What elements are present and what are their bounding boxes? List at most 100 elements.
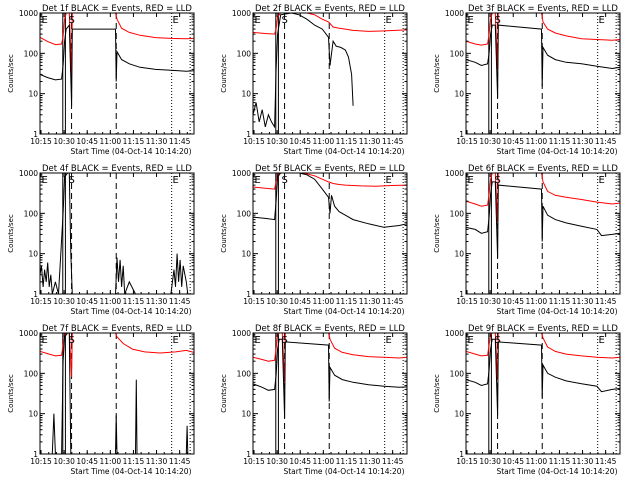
x-tick-label: 11:00 (526, 297, 548, 306)
y-tick-label: 10 (241, 90, 251, 99)
detector-panel-4: Det 4f BLACK = Events, RED = LLD Counts/s… (7, 164, 195, 316)
x-tick-label: 11:30 (146, 297, 168, 306)
series-line-events (466, 338, 620, 416)
y-tick-label: 10 (454, 90, 464, 99)
y-tick-label: 1000 (445, 9, 464, 18)
series-line-events (40, 23, 194, 106)
y-tick-label: 100 (24, 369, 39, 378)
panel-title: Det 4f BLACK = Events, RED = LLD (42, 164, 192, 174)
x-tick-label: 11:00 (526, 457, 548, 466)
x-tick-label: 11:45 (595, 457, 617, 466)
panel-title: Det 8f BLACK = Events, RED = LLD (255, 324, 405, 334)
x-tick-label: 10:45 (502, 457, 524, 466)
x-tick-label: 11:45 (169, 457, 191, 466)
x-tick-label: 10:45 (289, 297, 311, 306)
plot-area (253, 173, 407, 294)
plot-frame (465, 12, 621, 135)
region-marker: S (281, 15, 287, 26)
region-marker: E (385, 175, 391, 186)
region-marker: E (598, 175, 604, 186)
x-tick-label: 10:45 (502, 137, 524, 146)
x-tick-label: 10:15 (456, 137, 478, 146)
series-line-lld (253, 173, 407, 190)
y-tick-label: 100 (450, 49, 465, 58)
detector-panel-1: Det 1f BLACK = Events, RED = LLD Counts/s… (7, 4, 195, 156)
x-tick-label: 11:30 (146, 137, 168, 146)
region-marker: S (281, 335, 287, 346)
x-tick-label: 11:00 (526, 137, 548, 146)
y-tick-label: 1000 (232, 169, 251, 178)
region-marker: S (281, 175, 287, 186)
plot-area (253, 333, 407, 454)
y-axis-label: Counts/sec (220, 374, 228, 413)
plot-area (466, 333, 620, 454)
y-tick-label: 10 (454, 410, 464, 419)
region-marker: E (385, 335, 391, 346)
x-tick-label: 11:45 (595, 297, 617, 306)
x-tick-label: 11:15 (549, 137, 571, 146)
y-tick-label: 1000 (445, 329, 464, 338)
x-tick-label: 10:30 (266, 297, 288, 306)
x-axis-label: Start Time (04-Oct-14 10:14:20) (496, 467, 617, 476)
y-axis-label: Counts/sec (433, 374, 441, 413)
region-marker: E (255, 335, 261, 346)
series-line-events (253, 338, 407, 418)
y-tick-label: 10 (28, 250, 38, 259)
y-tick-label: 100 (237, 49, 252, 58)
y-tick-label: 100 (24, 209, 39, 218)
y-axis-label: Counts/sec (433, 214, 441, 253)
x-tick-label: 10:15 (456, 297, 478, 306)
series-line-lld (466, 13, 620, 70)
y-tick-label: 1 (246, 130, 251, 139)
y-tick-label: 100 (450, 369, 465, 378)
x-axis-label: Start Time (04-Oct-14 10:14:20) (283, 307, 404, 316)
x-tick-label: 10:30 (479, 457, 501, 466)
panel-title: Det 2f BLACK = Events, RED = LLD (255, 4, 405, 14)
y-tick-label: 100 (237, 369, 252, 378)
y-tick-label: 1 (246, 450, 251, 459)
region-marker: E (172, 335, 178, 346)
x-tick-label: 11:30 (572, 457, 594, 466)
x-tick-label: 10:45 (289, 457, 311, 466)
region-marker: E (42, 175, 48, 186)
x-tick-label: 11:00 (100, 297, 122, 306)
x-tick-label: 10:15 (30, 137, 52, 146)
x-tick-label: 10:30 (479, 137, 501, 146)
detector-panel-8: Det 8f BLACK = Events, RED = LLD Counts/s… (220, 324, 408, 476)
x-tick-label: 11:45 (595, 137, 617, 146)
y-axis-label: Counts/sec (7, 214, 15, 253)
x-tick-label: 10:15 (243, 457, 265, 466)
panel-title: Det 5f BLACK = Events, RED = LLD (255, 164, 405, 174)
x-tick-label: 10:30 (53, 297, 75, 306)
x-tick-label: 11:30 (146, 457, 168, 466)
region-marker: E (255, 15, 261, 26)
x-tick-label: 11:00 (313, 137, 335, 146)
region-marker: E (598, 15, 604, 26)
region-marker: E (468, 335, 474, 346)
x-tick-label: 10:15 (30, 297, 52, 306)
x-tick-label: 11:15 (336, 297, 358, 306)
x-tick-label: 10:30 (53, 457, 75, 466)
x-axis-label: Start Time (04-Oct-14 10:14:20) (70, 147, 191, 156)
x-tick-label: 10:45 (289, 137, 311, 146)
detector-panel-6: Det 6f BLACK = Events, RED = LLD Counts/s… (433, 164, 621, 316)
detector-panel-2: Det 2f BLACK = Events, RED = LLD Counts/s… (220, 4, 408, 156)
y-tick-label: 1 (33, 290, 38, 299)
x-tick-label: 10:30 (266, 137, 288, 146)
y-axis-label: Counts/sec (220, 214, 228, 253)
x-tick-label: 10:45 (76, 297, 98, 306)
region-marker: S (494, 175, 500, 186)
x-tick-label: 11:30 (359, 457, 381, 466)
plot-frame (252, 172, 408, 295)
x-axis-label: Start Time (04-Oct-14 10:14:20) (496, 307, 617, 316)
x-tick-label: 11:30 (572, 137, 594, 146)
plot-frame (252, 332, 408, 455)
region-marker: E (598, 335, 604, 346)
y-tick-label: 1 (459, 290, 464, 299)
region-marker: E (468, 15, 474, 26)
x-tick-label: 11:45 (169, 297, 191, 306)
x-axis-label: Start Time (04-Oct-14 10:14:20) (496, 147, 617, 156)
series-line-lld (40, 13, 194, 75)
x-tick-label: 10:15 (243, 137, 265, 146)
x-tick-label: 11:00 (313, 297, 335, 306)
